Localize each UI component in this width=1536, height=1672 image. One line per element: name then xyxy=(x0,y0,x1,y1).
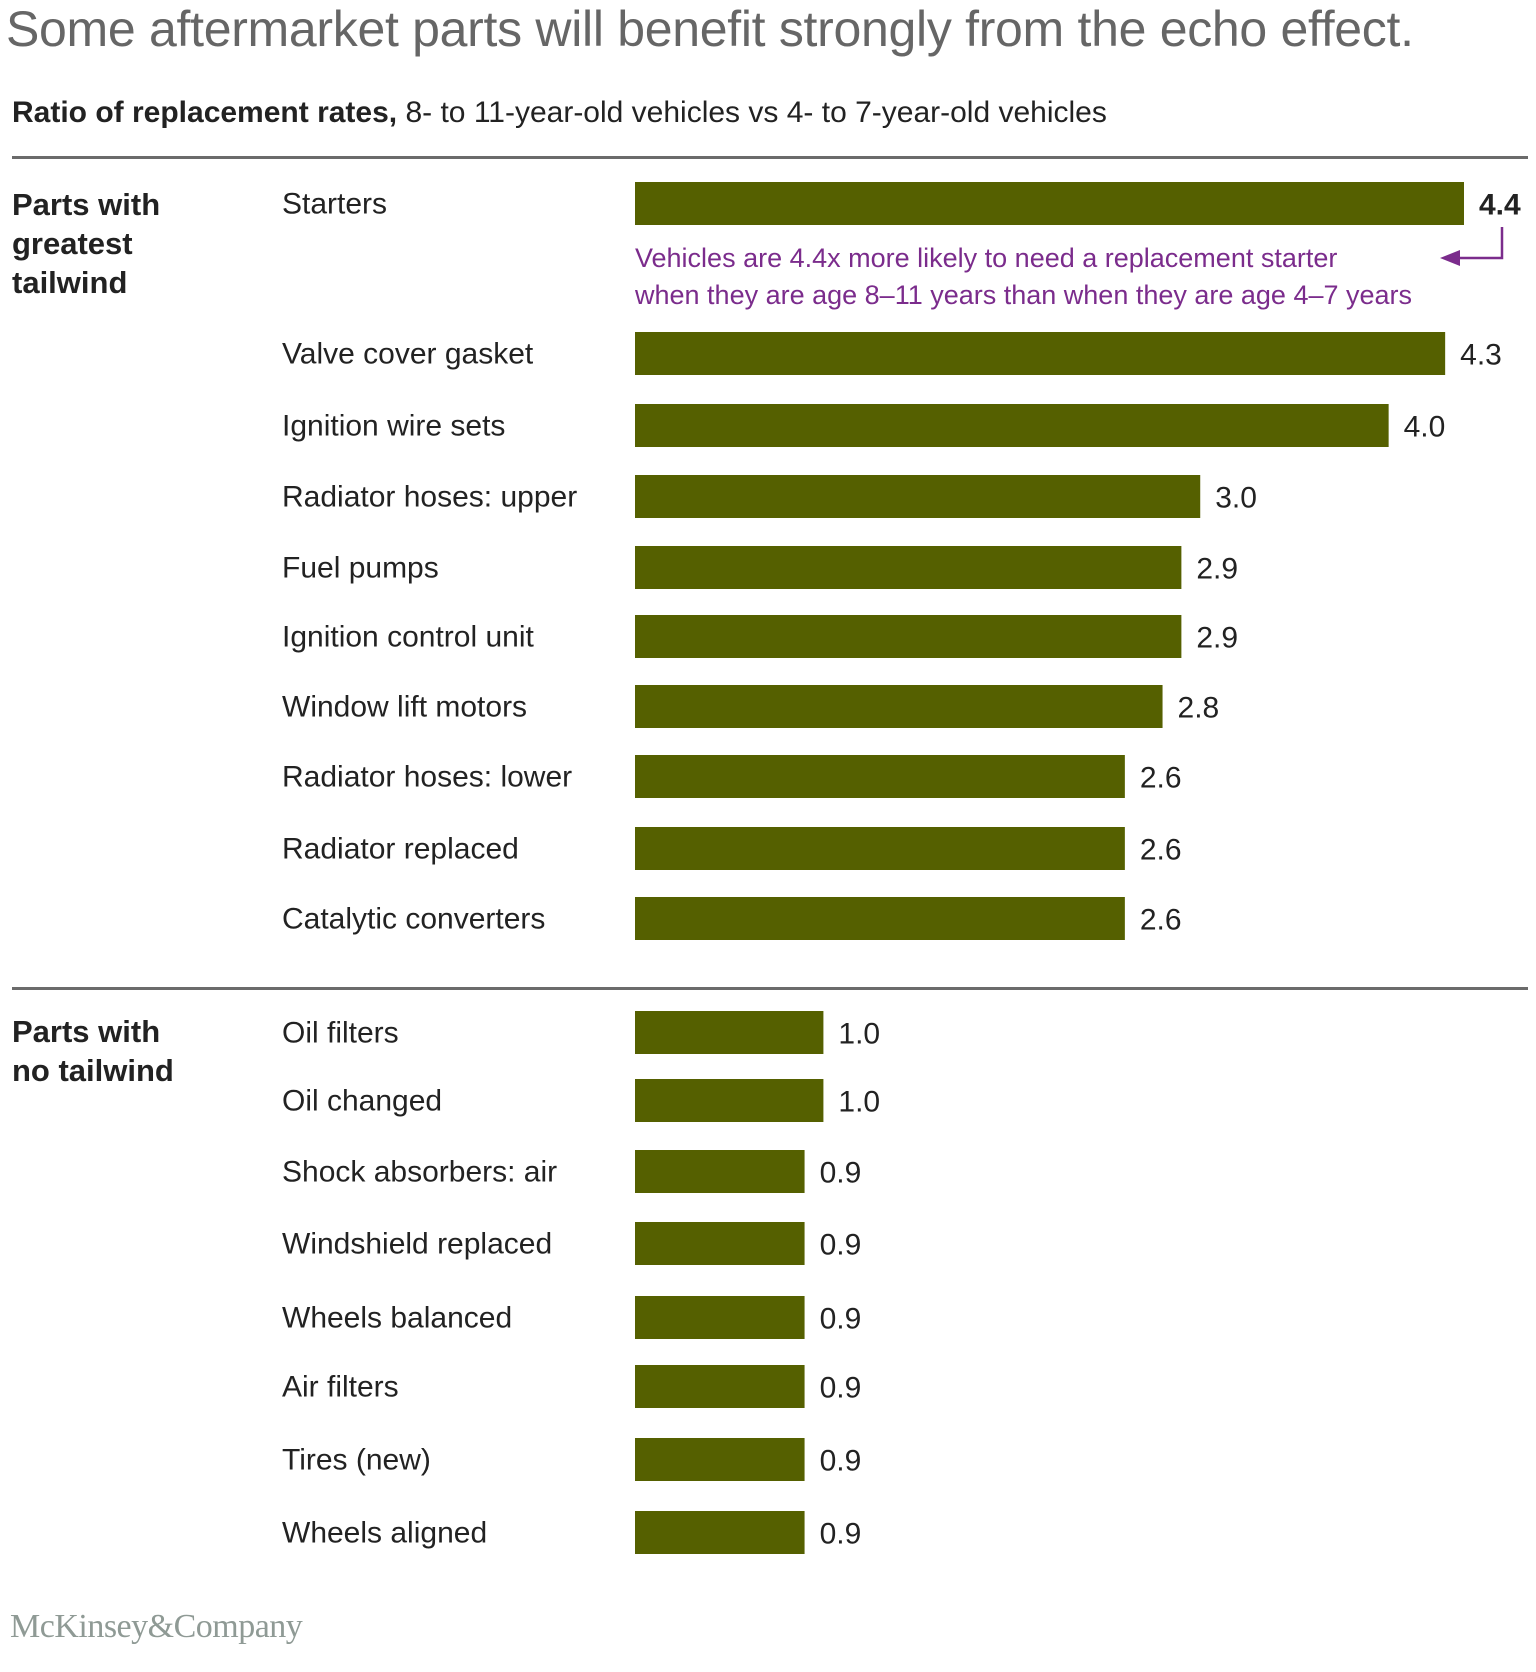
value-label: 4.0 xyxy=(1404,411,1446,444)
category-label: Starters xyxy=(282,188,387,221)
value-label: 2.9 xyxy=(1196,622,1238,655)
bar xyxy=(635,685,1163,728)
value-label: 4.3 xyxy=(1460,339,1502,372)
annotation-connector xyxy=(1458,227,1504,260)
value-label: 2.8 xyxy=(1178,692,1220,725)
bar xyxy=(635,1438,805,1481)
value-label: 4.4 xyxy=(1479,189,1521,222)
annotation-text: Vehicles are 4.4x more likely to need a … xyxy=(635,240,1412,314)
category-label: Fuel pumps xyxy=(282,552,439,585)
bar xyxy=(635,1222,805,1265)
bar xyxy=(635,1079,824,1122)
value-label: 2.6 xyxy=(1140,904,1182,937)
arrowhead-icon xyxy=(1440,250,1460,266)
subtitle-bold: Ratio of replacement rates, xyxy=(12,96,398,129)
bar xyxy=(635,182,1464,225)
category-label: Tires (new) xyxy=(282,1444,431,1477)
category-label: Wheels aligned xyxy=(282,1517,487,1550)
category-label: Ignition control unit xyxy=(282,621,534,654)
value-label: 0.9 xyxy=(820,1445,862,1478)
value-label: 2.6 xyxy=(1140,834,1182,867)
value-label: 0.9 xyxy=(820,1518,862,1551)
subtitle-rest: 8- to 11-year-old vehicles vs 4- to 7-ye… xyxy=(397,96,1107,129)
chart-title: Some aftermarket parts will benefit stro… xyxy=(6,1,1414,57)
bar xyxy=(635,332,1446,375)
value-label: 0.9 xyxy=(820,1157,862,1190)
category-label: Windshield replaced xyxy=(282,1228,552,1261)
value-label: 2.9 xyxy=(1196,553,1238,586)
category-label: Air filters xyxy=(282,1371,399,1404)
annotation-line-2: when they are age 8–11 years than when t… xyxy=(635,280,1413,310)
mckinsey-logo: McKinsey&Company xyxy=(10,1608,303,1645)
category-label: Radiator replaced xyxy=(282,833,519,866)
category-label: Radiator hoses: lower xyxy=(282,761,572,794)
bar xyxy=(635,404,1389,447)
bar xyxy=(635,1150,805,1193)
bar xyxy=(635,1011,824,1054)
bar-chart: Starters 4.4 Valve cover gasket 4.3 Ignition… xyxy=(282,182,1521,1554)
annotation-line-1: Vehicles are 4.4x more likely to need a … xyxy=(635,243,1338,273)
bar xyxy=(635,755,1125,798)
chart-subtitle: Ratio of replacement rates, 8- to 11-yea… xyxy=(12,96,1107,130)
category-label: Radiator hoses: upper xyxy=(282,481,577,514)
category-label: Catalytic converters xyxy=(282,903,545,936)
value-label: 0.9 xyxy=(820,1229,862,1262)
group-label-greatest-tailwind: Parts with greatest tailwind xyxy=(12,187,161,300)
category-label: Valve cover gasket xyxy=(282,338,534,371)
bar xyxy=(635,1365,805,1408)
category-label: Oil filters xyxy=(282,1017,399,1050)
group-label-no-tailwind: Parts with no tailwind xyxy=(12,1014,174,1088)
category-label: Ignition wire sets xyxy=(282,410,505,443)
chart-marks: Starters 4.4 Valve cover gasket 4.3 Ignition… xyxy=(282,182,1521,1554)
group-divider xyxy=(12,987,1528,990)
value-label: 1.0 xyxy=(838,1086,880,1119)
bar xyxy=(635,475,1201,518)
value-label: 1.0 xyxy=(838,1018,880,1051)
bar xyxy=(635,827,1125,870)
bar xyxy=(635,1511,805,1554)
category-label: Shock absorbers: air xyxy=(282,1156,557,1189)
category-label: Window lift motors xyxy=(282,691,527,724)
bar xyxy=(635,546,1182,589)
value-label: 3.0 xyxy=(1215,482,1257,515)
category-label: Oil changed xyxy=(282,1085,442,1118)
annotation-arrow xyxy=(1440,227,1504,266)
value-label: 2.6 xyxy=(1140,762,1182,795)
value-label: 0.9 xyxy=(820,1372,862,1405)
bar xyxy=(635,897,1125,940)
top-divider xyxy=(12,156,1528,159)
bar xyxy=(635,1296,805,1339)
category-label: Wheels balanced xyxy=(282,1302,512,1335)
value-label: 0.9 xyxy=(820,1303,862,1336)
bar xyxy=(635,615,1182,658)
